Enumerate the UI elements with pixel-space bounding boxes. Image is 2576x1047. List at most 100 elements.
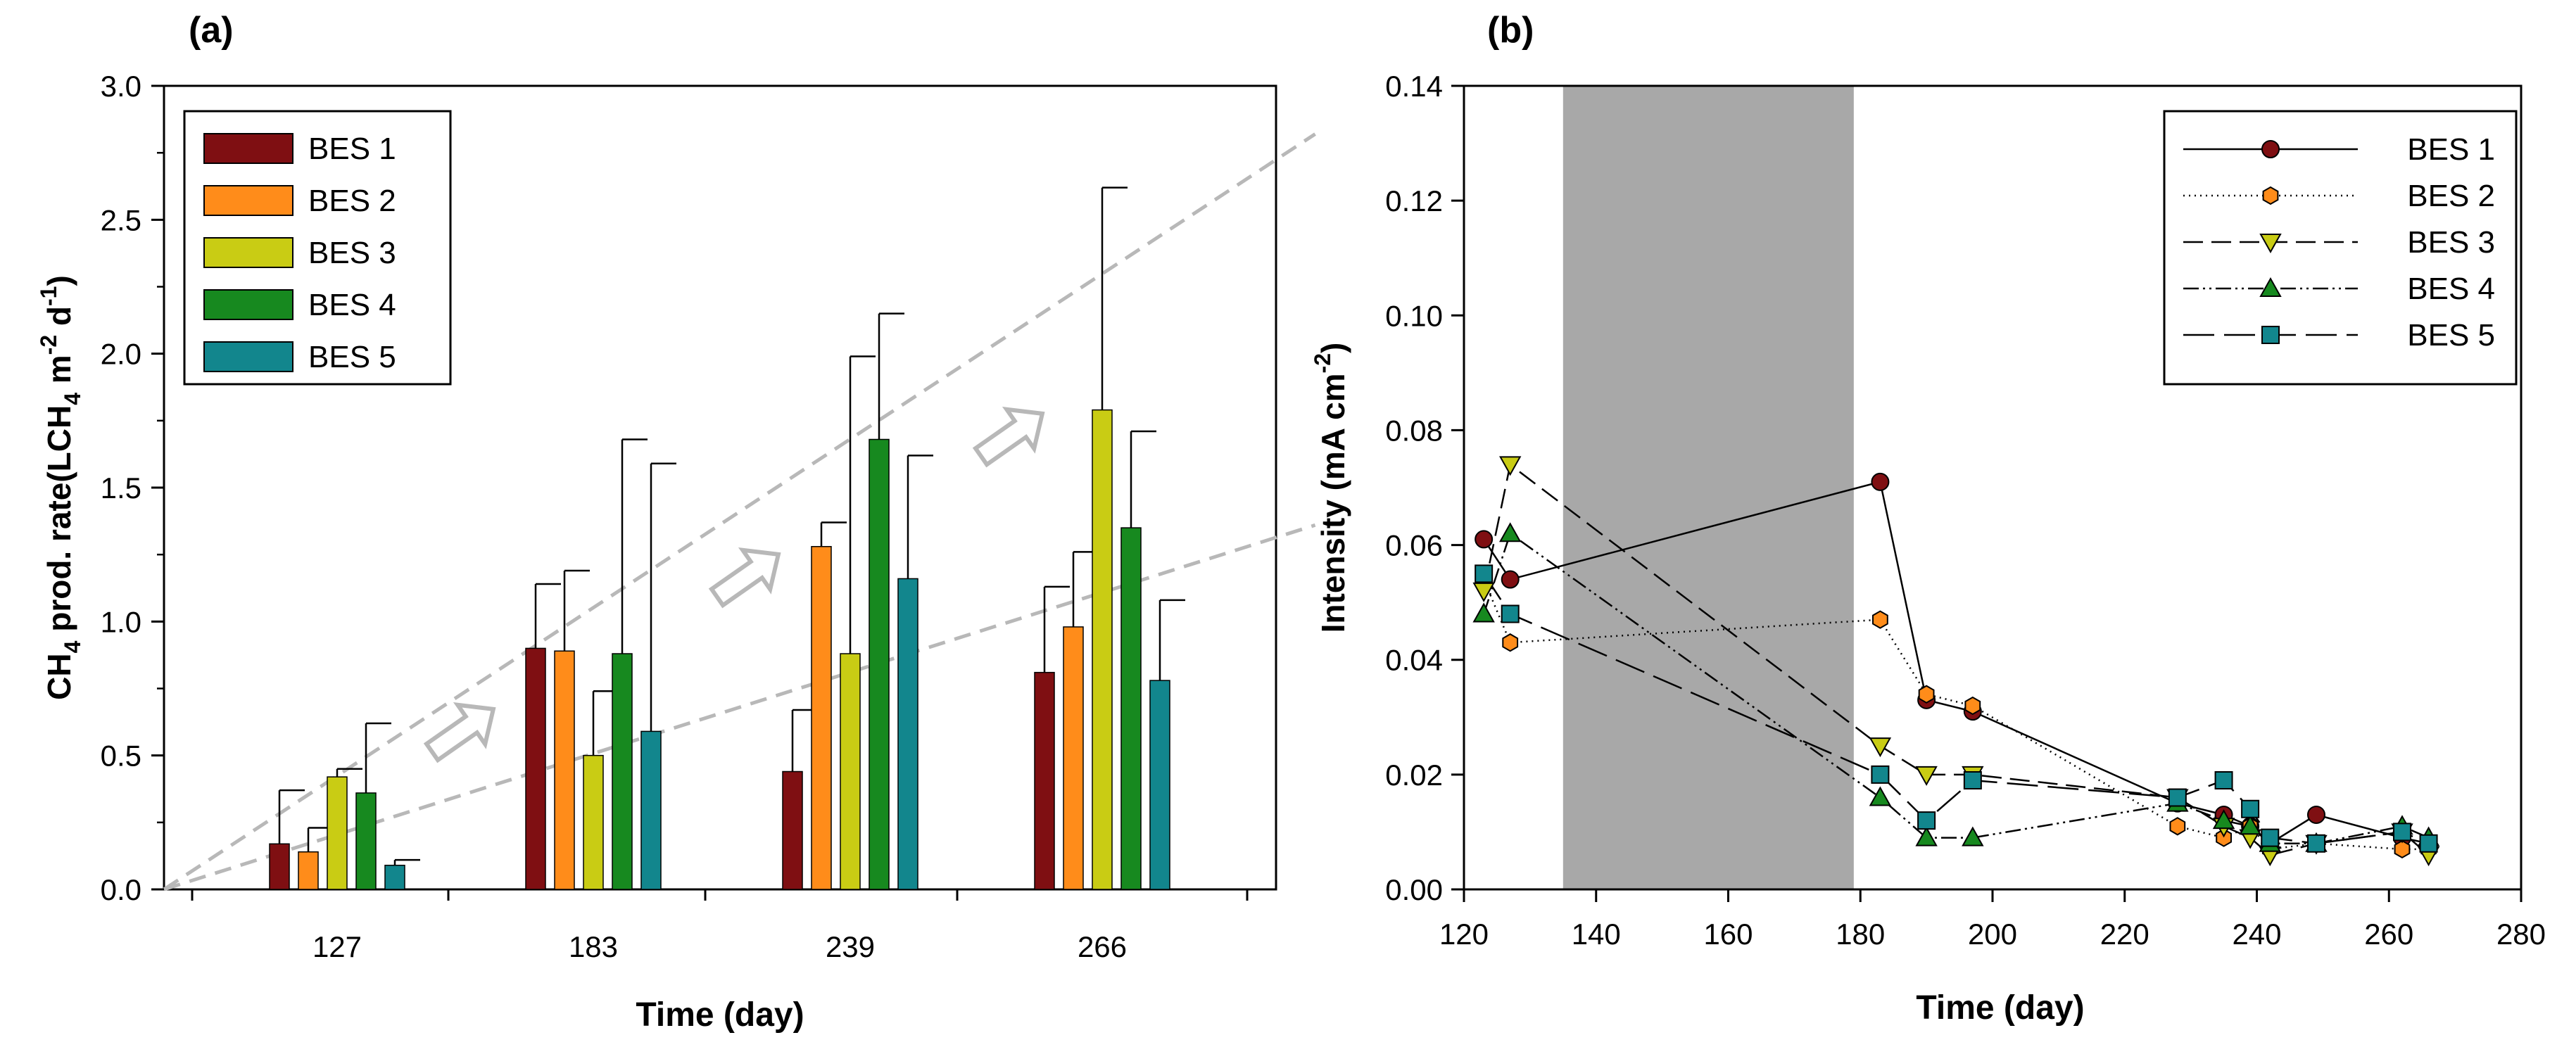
point-bes5 [2393,823,2412,842]
x-tick-label: 220 [2100,918,2149,951]
legend-marker-bes1 [2261,140,2280,158]
x-axis-title: Time (day) [1916,989,2084,1027]
bars [269,186,1185,890]
arrow-shape [972,407,1045,468]
legend-label: BES 2 [308,184,396,218]
y-tick-label: 0.5 [101,740,141,773]
legend-label: BES 5 [308,340,396,374]
y-tick-label: 2.5 [101,203,141,236]
point-bes5 [2214,771,2233,790]
point-bes5 [1917,811,1936,830]
legend-label: BES 5 [2407,318,2495,353]
x-tick-label: 160 [1703,918,1753,951]
point-bes5 [1475,564,1494,583]
y-axis: 0.0 0.5 1.0 1.5 2.0 2.5 3.0 [101,70,164,906]
bar-bes2 [298,851,319,890]
point-bes2 [2216,828,2232,847]
legend-box [2163,110,2518,386]
x-tick-label: 140 [1572,918,1621,951]
legend: BES 1 BES 2 BES 3 BES 4 BES 5 [2163,110,2518,386]
y-tick-label: 1.5 [101,471,141,505]
legend-swatch [203,289,293,320]
legend-marker-bes4 [2259,277,2282,297]
x-tick-label: 200 [1968,918,2017,951]
y-tick-label: 2.0 [101,338,141,371]
point-bes5 [2261,828,2280,847]
point-bes4 [1499,522,1522,542]
point-bes5 [2419,834,2438,853]
arrow-icon [708,547,781,609]
bar-bes3 [840,653,861,890]
legend-label: BES 1 [308,132,396,166]
legend-swatch [203,237,293,268]
y-axis-title: CH4 prod. rate(LCH4 m-2 d-1) [36,275,85,700]
x-tick-label: 266 [1078,930,1127,963]
point-bes3 [1499,456,1522,476]
point-bes4 [1869,786,1892,806]
legend-marker-bes5 [2261,326,2280,344]
x-tick-label: 183 [569,930,618,963]
point-bes3 [1915,766,1938,786]
point-bes5 [2241,799,2260,818]
x-tick-label: 280 [2496,918,2546,951]
legend-swatch [203,185,293,216]
series-line-bes1 [1483,481,2429,845]
bar-bes1 [525,647,546,890]
point-bes4 [1915,826,1938,846]
y-tick-label: 3.0 [101,70,141,103]
shaded-period [1562,86,1854,889]
y-tick-label: 0.10 [1385,299,1443,332]
legend-label: BES 4 [2407,272,2495,306]
point-bes3 [1472,582,1495,602]
point-bes5 [1963,771,1982,790]
panel-a-label: (a) [189,10,234,51]
y-axis: 0.00 0.02 0.04 0.06 0.08 0.10 0.12 0.14 [1385,70,1464,906]
y-tick-label: 0.0 [101,873,141,906]
point-bes2 [1918,685,1935,704]
bar-bes2 [1063,626,1084,890]
x-tick-label: 127 [312,930,362,963]
bar-bes2 [811,545,832,890]
panel-b: (b) 0.00 0.02 0.04 0.06 0.08 0.10 0.12 0.14 120… [1310,10,2546,1027]
x-tick-label: 120 [1439,918,1489,951]
legend-label: BES 3 [2407,225,2495,260]
x-tick-label: 240 [2232,918,2281,951]
point-bes1 [1871,472,1890,491]
shaded-region [1562,86,1854,889]
point-bes2 [1964,696,1981,716]
legend-label: BES 3 [308,236,396,270]
point-bes2 [2169,817,2186,836]
arrow-icon [423,702,496,763]
legend-label: BES 4 [308,288,396,322]
point-bes5 [2168,788,2187,807]
legend-label: BES 2 [2407,179,2495,213]
series-line-bes2 [1483,579,2429,851]
legend-label: BES 1 [2407,132,2495,167]
point-bes5 [1501,604,1520,623]
point-bes5 [2306,834,2325,853]
arrow-shape [708,547,781,609]
x-tick-label: 180 [1836,918,1885,951]
y-tick-label: 0.06 [1385,529,1443,562]
x-axis-title: Time (day) [636,996,804,1034]
series-line-bes5 [1483,573,2430,844]
x-axis: 127 183 239 266 [191,889,1249,963]
trend-arrows [423,407,1045,763]
bar-bes4 [612,653,633,890]
legend-swatch [203,133,293,164]
bar-bes5 [897,578,918,890]
y-tick-label: 0.02 [1385,759,1443,792]
legend-swatch [203,341,293,372]
panel-a: (a) 0.0 0.5 1.0 1.5 2.0 2.5 3.0 127 183 239 266 T… [36,10,1316,1034]
arrow-icon [972,407,1045,468]
y-tick-label: 0.12 [1385,184,1443,217]
bar-bes4 [869,438,890,890]
bar-bes3 [327,776,348,890]
y-tick-label: 1.0 [101,605,141,638]
point-bes2 [1502,633,1519,652]
point-bes1 [1475,530,1494,549]
y-axis-title: Intensity (mA cm-2) [1310,343,1351,633]
point-bes4 [1962,826,1984,846]
point-bes1 [2306,805,2325,824]
